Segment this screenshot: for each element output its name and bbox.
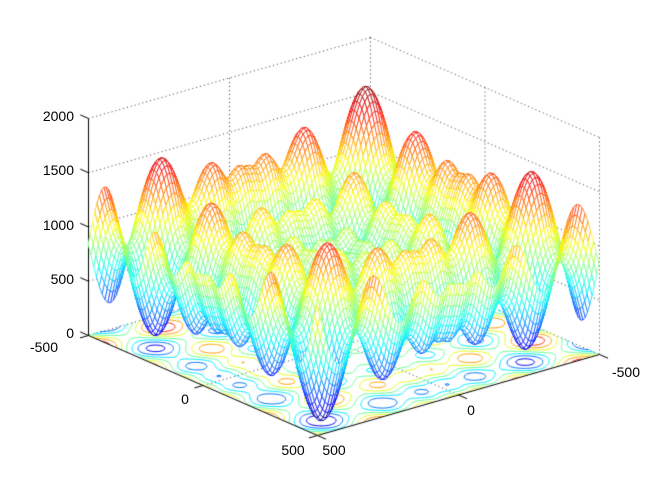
- z-tick-label-1000: 1000: [42, 217, 74, 233]
- z-tick-label-0: 0: [66, 325, 74, 341]
- y-tick-label-0: 0: [467, 402, 475, 418]
- z-tick-label-500: 500: [50, 271, 74, 287]
- z-tick-label-2000: 2000: [42, 108, 74, 124]
- y-tick-label-500: 500: [322, 442, 346, 458]
- x-tick-label-0: 0: [181, 391, 189, 407]
- x-tick-label-neg500: -500: [29, 339, 58, 355]
- y-tick-label-neg500: -500: [611, 364, 641, 380]
- z-tick-label-1500: 1500: [42, 162, 74, 178]
- x-tick-label-500: 500: [281, 442, 305, 458]
